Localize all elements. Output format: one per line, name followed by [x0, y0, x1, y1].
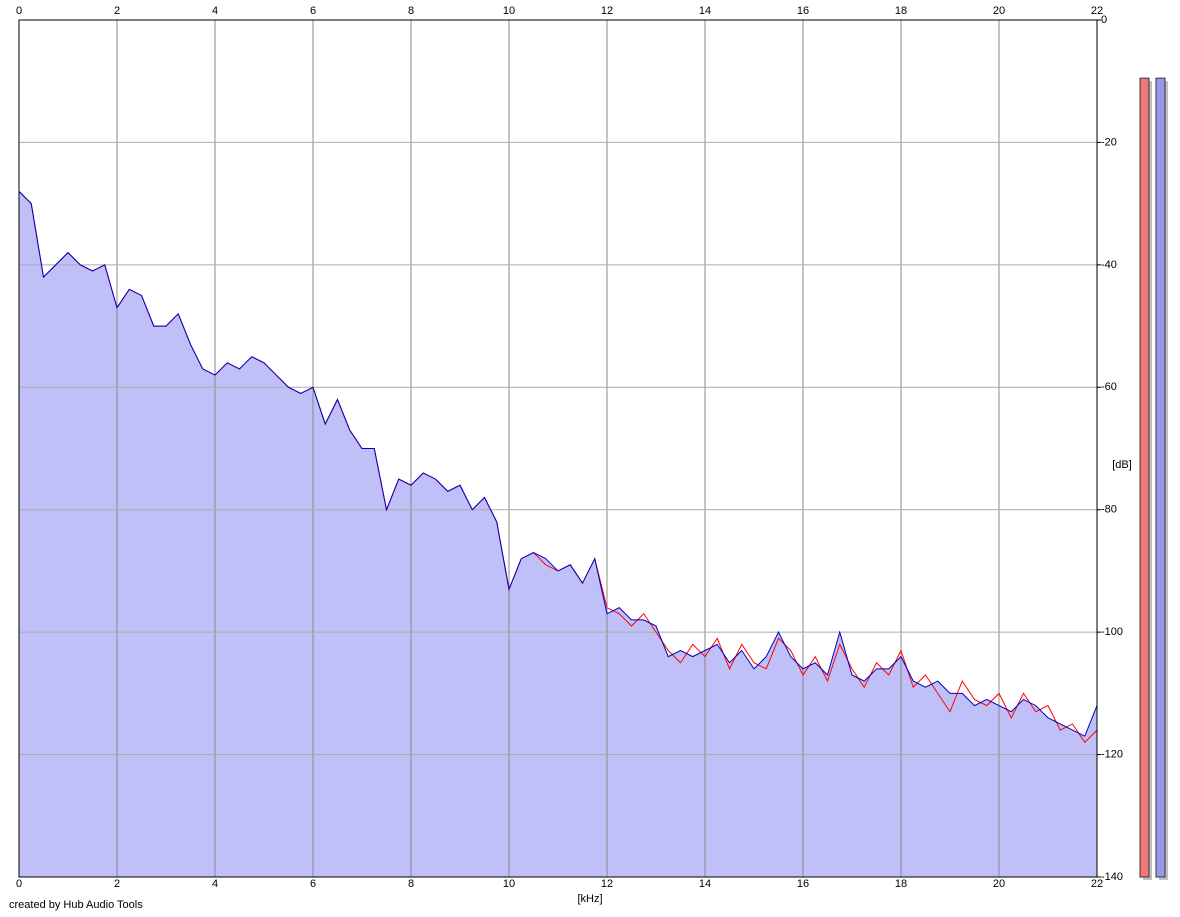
- x-tick-label: 12: [601, 5, 613, 17]
- x-tick-label: 18: [895, 878, 907, 890]
- x-tick-label: 4: [212, 5, 218, 17]
- x-tick-label: 22: [1091, 878, 1103, 890]
- x-tick-label: 6: [310, 5, 316, 17]
- level-meter: [1155, 77, 1166, 878]
- y-tick-label: -40: [1101, 259, 1117, 271]
- footer: created by Hub Audio Tools: [9, 899, 143, 911]
- y-tick-label: -60: [1101, 381, 1117, 393]
- x-tick-label: 10: [503, 878, 515, 890]
- x-tick-label: 16: [797, 5, 809, 17]
- y-tick-label: -100: [1101, 626, 1123, 638]
- x-tick-label: 12: [601, 878, 613, 890]
- x-tick-label: 22: [1091, 5, 1103, 17]
- plot-frame: [18, 19, 1098, 878]
- x-tick-label: 8: [408, 878, 414, 890]
- x-tick-label: 20: [993, 5, 1005, 17]
- y-tick-label: -80: [1101, 504, 1117, 516]
- x-tick-label: 0: [16, 5, 22, 17]
- x-axis-label: [kHz]: [577, 893, 602, 905]
- y-tick-label: 0: [1101, 14, 1107, 26]
- spectrum-area: [19, 191, 1097, 877]
- x-tick-label: 14: [699, 878, 711, 890]
- x-tick-label: 18: [895, 5, 907, 17]
- x-tick-label: 4: [212, 878, 218, 890]
- x-tick-label: 0: [16, 878, 22, 890]
- y-tick-label: -20: [1101, 136, 1117, 148]
- x-tick-label: 2: [114, 878, 120, 890]
- level-meter: [1139, 77, 1150, 878]
- x-tick-label: 2: [114, 5, 120, 17]
- x-tick-label: 8: [408, 5, 414, 17]
- y-tick-label: -140: [1101, 871, 1123, 883]
- x-tick-label: 16: [797, 878, 809, 890]
- spectrum-line: [18, 191, 1098, 737]
- x-tick-label: 10: [503, 5, 515, 17]
- y-axis-label: [dB]: [1112, 459, 1132, 471]
- x-tick-label: 6: [310, 878, 316, 890]
- y-tick-label: -120: [1101, 748, 1123, 760]
- x-tick-label: 20: [993, 878, 1005, 890]
- x-tick-label: 14: [699, 5, 711, 17]
